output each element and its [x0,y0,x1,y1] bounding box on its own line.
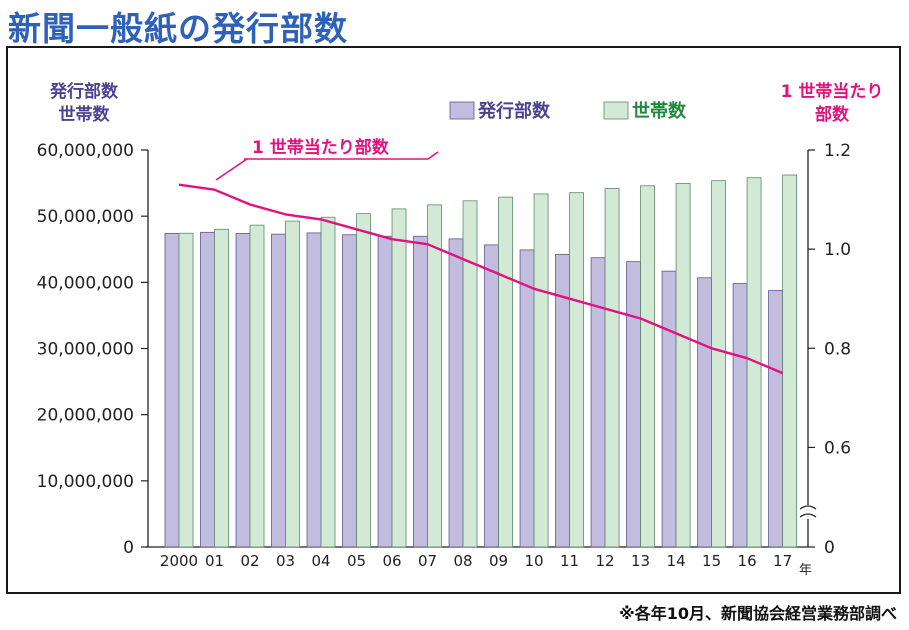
bar-circulation [448,238,464,548]
bar-circulation [697,277,712,548]
x-tick-label: 09 [489,552,508,570]
y-right-tick-label: 1.2 [824,141,851,161]
x-tick-label: 02 [240,552,259,570]
bar-circulation [590,257,606,548]
x-tick-label: 08 [453,552,472,570]
page-title: 新聞一般紙の発行部数 [8,9,348,48]
legend-swatch-circulation [449,101,475,120]
bar-circulation [271,233,286,548]
y-left-title-line2: 世帯数 [59,104,111,125]
bar-circulation [200,231,215,548]
bar-circulation [377,235,393,548]
y-left-tick-label: 30,000,000 [37,340,134,360]
bar-circulation [306,232,322,548]
bar-circulation [342,234,357,548]
y-left-tick-label: 10,000,000 [37,472,134,492]
bar-households [427,204,442,548]
bar-households [604,188,620,548]
axis-break-gap [800,505,816,519]
y-left-tick-label: 20,000,000 [37,406,134,426]
bar-households [285,220,300,548]
x-tick-label: 15 [702,552,721,570]
axis-break-mark [799,505,817,510]
x-tick-label: 06 [382,552,401,570]
bar-households [711,180,726,548]
bar-circulation [413,235,428,548]
x-tick-label: 2000 [160,552,198,570]
legend-label-households: 世帯数 [632,100,687,122]
bar-circulation [626,261,641,548]
bar-circulation [164,232,180,548]
bar-households [498,196,513,548]
chart-frame [6,46,901,594]
x-tick-label: 10 [525,552,544,570]
bar-households [320,216,336,548]
x-unit-label: 年 [799,563,812,578]
y-right-tick-label: 0 [824,538,835,558]
y-left-tick-label: 40,000,000 [37,273,134,293]
x-tick-label: 14 [667,552,686,570]
y-right-tick-label: 1.0 [824,240,851,260]
x-tick-label: 13 [631,552,650,570]
x-tick-label: 05 [347,552,366,570]
y-left-title-line1: 発行部数 [49,81,119,102]
line-label-leader [244,151,439,160]
bar-households [214,228,229,548]
y-right-tick-label: 0.6 [824,438,851,458]
y-right-tick-label: 0.8 [824,339,851,359]
bar-households [569,192,584,548]
x-tick-label: 11 [560,552,579,570]
bar-households [640,185,655,548]
bar-circulation [484,244,499,548]
axis-break-mark [799,513,817,518]
y-left-tick-label: 0 [123,538,134,558]
x-tick-label: 12 [596,552,615,570]
line-per-household [178,183,784,375]
bar-circulation [732,283,748,548]
x-tick-label: 03 [276,552,295,570]
y-left-tick-label: 60,000,000 [37,141,134,161]
x-tick-label: 17 [773,552,792,570]
bar-households [675,183,691,548]
bar-households [462,200,478,548]
x-tick-label: 01 [205,552,224,570]
bar-households [782,174,797,548]
x-tick-label: 07 [418,552,437,570]
line-series-label: 1 世帯当たり部数 [252,137,390,158]
x-tick-label: 16 [738,552,757,570]
bar-circulation [235,233,251,548]
bar-circulation [768,290,783,548]
bar-households [356,213,371,548]
legend-label-circulation: 発行部数 [477,100,551,122]
legend-swatch-households [603,101,629,120]
y-right-title-line2: 部数 [815,104,850,125]
source-note: ※各年10月、新聞協会経営業務部調べ [619,604,897,623]
y-left-tick-label: 50,000,000 [37,207,134,227]
bar-circulation [661,270,677,548]
bar-households [178,232,194,548]
line-label-leader [215,158,248,181]
bar-households [391,208,407,548]
bar-households [249,224,265,548]
bar-circulation [519,249,535,548]
x-tick-label: 04 [311,552,330,570]
bar-households [533,193,549,548]
y-right-title-line1: 1 世帯当たり [781,81,884,102]
